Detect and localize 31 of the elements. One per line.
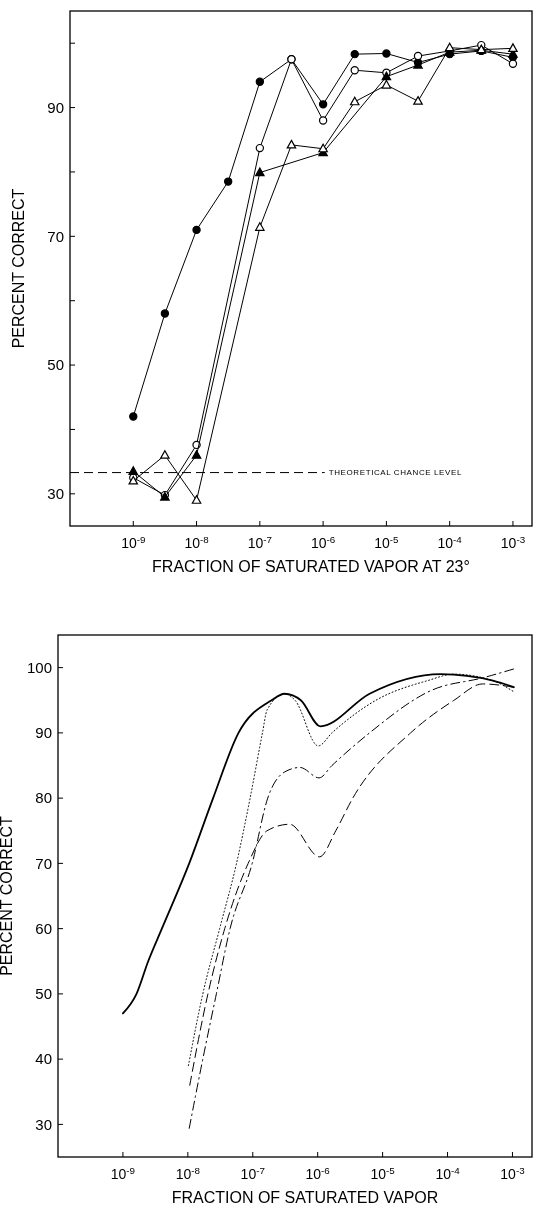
x-tick-label: 10$^{-5}$ [370, 1164, 396, 1182]
x-tick-label: 10$^{-7}$ [247, 533, 272, 551]
x-tick-label: 10$^{-8}$ [175, 1164, 201, 1182]
x-tick-label: 10$^{-3}$ [500, 533, 526, 551]
x-tick-label: 10$^{-9}$ [110, 1164, 136, 1182]
x-tick-label: 10$^{-8}$ [184, 533, 210, 551]
x-tick-label: 10$^{-7}$ [240, 1164, 265, 1182]
x-tick-label: 10$^{-9}$ [121, 533, 146, 551]
x-tick-label: 10$^{-4}$ [437, 533, 463, 551]
y-tick-label: 70 [47, 227, 64, 245]
x-axis-title: FRACTION OF SATURATED VAPOR AT 23° [152, 558, 470, 575]
y-tick-label: 70 [35, 854, 52, 872]
y-tick-label: 90 [47, 98, 64, 116]
y-tick-label: 50 [47, 356, 64, 374]
y-tick-label: 80 [35, 789, 52, 807]
y-axis-title: PERCENT CORRECT [0, 815, 15, 976]
y-tick-label: 50 [35, 985, 52, 1003]
x-tick-label: 10$^{-3}$ [500, 1164, 526, 1182]
x-tick-label: 10$^{-4}$ [435, 1164, 461, 1182]
y-tick-label: 90 [35, 724, 52, 742]
y-tick-label: 30 [47, 485, 64, 503]
x-tick-label: 10$^{-5}$ [374, 533, 400, 551]
x-tick-label: 10$^{-6}$ [310, 533, 336, 551]
x-axis-title: FRACTION OF SATURATED VAPOR [171, 1189, 439, 1206]
y-tick-label: 40 [35, 1050, 52, 1068]
ref-line-label: THEORETICAL CHANCE LEVEL [328, 468, 462, 478]
y-tick-label: 100 [26, 658, 52, 676]
y-tick-label: 30 [35, 1115, 52, 1133]
y-axis-title: PERCENT CORRECT [10, 188, 27, 349]
x-tick-label: 10$^{-6}$ [305, 1164, 331, 1182]
y-tick-label: 60 [35, 919, 52, 937]
